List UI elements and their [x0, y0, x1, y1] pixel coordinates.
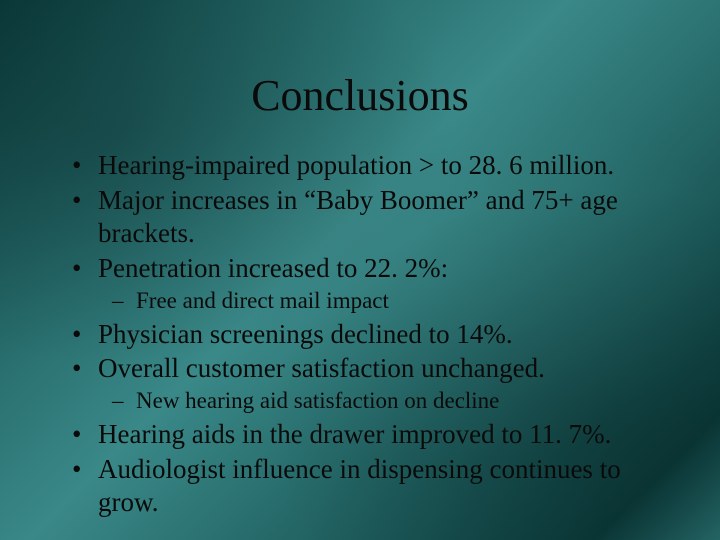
bullet-text: Penetration increased to 22. 2%:	[98, 253, 448, 283]
bullet-list: Hearing-impaired population > to 28. 6 m…	[40, 149, 680, 519]
bullet-item: Major increases in “Baby Boomer” and 75+…	[98, 184, 680, 250]
sub-bullet-item: New hearing aid satisfaction on decline	[136, 387, 680, 416]
bullet-item: Penetration increased to 22. 2%: Free an…	[98, 252, 680, 316]
bullet-item: Audiologist influence in dispensing cont…	[98, 453, 680, 519]
bullet-item: Physician screenings declined to 14%.	[98, 318, 680, 351]
bullet-text: Overall customer satisfaction unchanged.	[98, 353, 545, 383]
sub-bullet-item: Free and direct mail impact	[136, 287, 680, 316]
slide-title: Conclusions	[40, 70, 680, 121]
slide: Conclusions Hearing-impaired population …	[0, 0, 720, 540]
bullet-item: Hearing-impaired population > to 28. 6 m…	[98, 149, 680, 182]
sub-bullet-list: New hearing aid satisfaction on decline	[98, 387, 680, 416]
bullet-item: Overall customer satisfaction unchanged.…	[98, 352, 680, 416]
sub-bullet-list: Free and direct mail impact	[98, 287, 680, 316]
bullet-item: Hearing aids in the drawer improved to 1…	[98, 418, 680, 451]
